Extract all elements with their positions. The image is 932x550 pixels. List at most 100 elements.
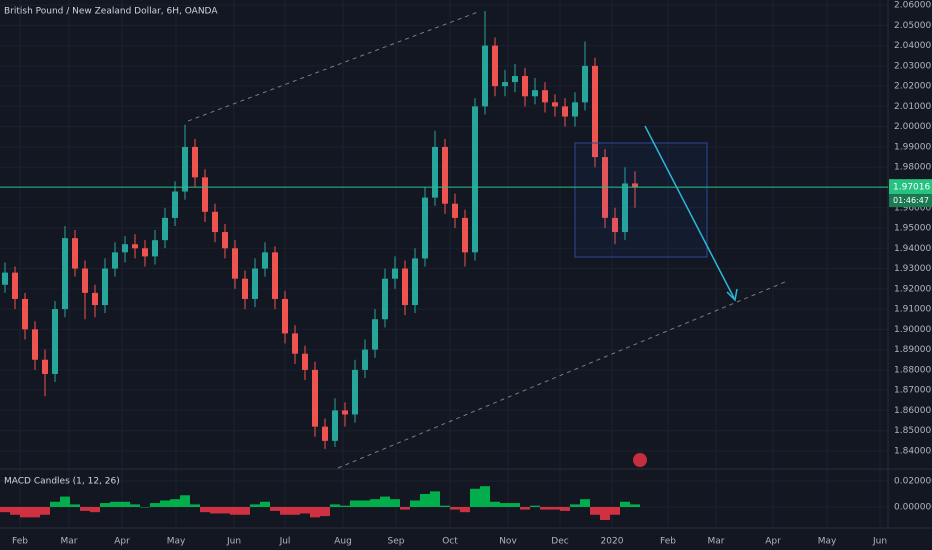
indicator-bar — [420, 493, 430, 507]
candle-body — [172, 191, 178, 218]
candle-body — [292, 333, 298, 354]
indicator-bar — [240, 506, 250, 515]
indicator-bar — [360, 500, 370, 507]
candle-body — [312, 369, 318, 427]
indicator-bar — [210, 506, 220, 514]
candle-body — [552, 102, 558, 107]
candle-body — [22, 298, 28, 330]
indicator-bar — [510, 503, 520, 507]
x-tick-label: Nov — [499, 537, 517, 547]
candle-body — [32, 329, 38, 360]
candle-body — [482, 45, 488, 107]
candle-body — [522, 76, 528, 97]
candle-body — [392, 268, 398, 279]
indicator-tick-label: 0.000000 — [894, 502, 932, 512]
indicator-bar — [60, 496, 70, 507]
indicator-bar — [480, 486, 490, 507]
candle-body — [102, 268, 108, 306]
candle-body — [412, 258, 418, 306]
y-tick-label: 1.99000 — [894, 142, 931, 152]
candle-body — [122, 244, 128, 253]
candle-body — [382, 278, 388, 320]
indicator-bar — [390, 499, 400, 507]
candle-body — [252, 268, 258, 299]
indicator-bar — [90, 506, 100, 513]
candle-body — [42, 359, 48, 374]
y-tick-label: 2.00000 — [894, 122, 931, 132]
last-price-box — [889, 179, 932, 195]
indicator-bar — [160, 500, 170, 507]
candle-body — [52, 309, 58, 374]
candle-body — [222, 232, 228, 249]
x-tick-label: Feb — [12, 537, 28, 547]
candle-body — [442, 146, 448, 204]
candle-body — [432, 146, 438, 198]
arrow-line — [644, 125, 735, 299]
indicator-bar — [10, 506, 20, 515]
candle-body — [302, 353, 308, 370]
x-tick-label: Jun — [226, 537, 241, 547]
indicator-bar — [590, 506, 600, 515]
indicator-bar — [460, 506, 470, 513]
indicator-bar — [190, 504, 200, 507]
candle-body — [152, 240, 158, 257]
indicator-bar — [500, 503, 510, 507]
x-tick-label: Jul — [279, 537, 291, 547]
indicator-bar — [620, 501, 630, 507]
indicator-bar — [100, 503, 110, 507]
candle-body — [562, 106, 568, 117]
indicator-bar — [520, 506, 530, 510]
x-tick-label: 2020 — [601, 537, 624, 547]
candle-body — [572, 102, 578, 117]
candle-body — [332, 410, 338, 441]
candle-body — [62, 238, 68, 310]
candle-body — [262, 252, 268, 269]
y-tick-label: 2.02000 — [894, 82, 931, 92]
y-tick-label: 1.94000 — [894, 244, 931, 254]
candle-body — [132, 244, 138, 249]
indicator-bar — [180, 495, 190, 507]
candle-body — [362, 349, 368, 370]
indicator-bar — [600, 506, 610, 520]
indicator-bar — [150, 503, 160, 507]
candle-body — [12, 272, 18, 299]
indicator-bar — [280, 506, 290, 515]
indicator-bar — [540, 506, 550, 510]
x-tick-label: Jun — [872, 537, 887, 547]
indicator-bar — [120, 501, 130, 507]
event-badge[interactable] — [633, 453, 647, 467]
y-tick-label: 1.98000 — [894, 163, 931, 173]
y-tick-label: 1.92000 — [894, 284, 931, 294]
indicator-bar — [580, 499, 590, 507]
indicator-bar — [560, 506, 570, 511]
y-tick-label: 1.84000 — [894, 446, 931, 456]
indicator-bar — [40, 506, 50, 515]
candle-body — [282, 298, 288, 334]
marks — [0, 11, 640, 520]
candle-body — [592, 65, 598, 158]
x-tick-label: Sep — [388, 537, 405, 547]
candle-body — [192, 146, 198, 178]
candle-body — [492, 45, 498, 87]
candle-body — [472, 106, 478, 253]
indicator-bar — [310, 506, 320, 518]
y-tick-label: 1.87000 — [894, 386, 931, 396]
indicator-bar — [30, 506, 40, 518]
x-tick-label: Dec — [551, 537, 568, 547]
x-tick-label: Apr — [765, 537, 781, 547]
y-tick-label: 2.03000 — [894, 61, 931, 71]
countdown-box — [889, 194, 932, 208]
indicator-bar — [550, 506, 560, 510]
indicator-bar — [270, 506, 280, 511]
chart-title: British Pound / New Zealand Dollar, 6H, … — [4, 7, 218, 17]
candle-body — [612, 217, 618, 233]
candle-body — [622, 183, 628, 233]
indicator-bar — [170, 499, 180, 507]
overlay: 1.97016 01:46:47 — [0, 179, 932, 208]
y-tick-label: 1.95000 — [894, 224, 931, 234]
indicator-bar — [570, 504, 580, 507]
indicator-bar — [290, 506, 300, 515]
x-tick-label: Mar — [61, 537, 78, 547]
